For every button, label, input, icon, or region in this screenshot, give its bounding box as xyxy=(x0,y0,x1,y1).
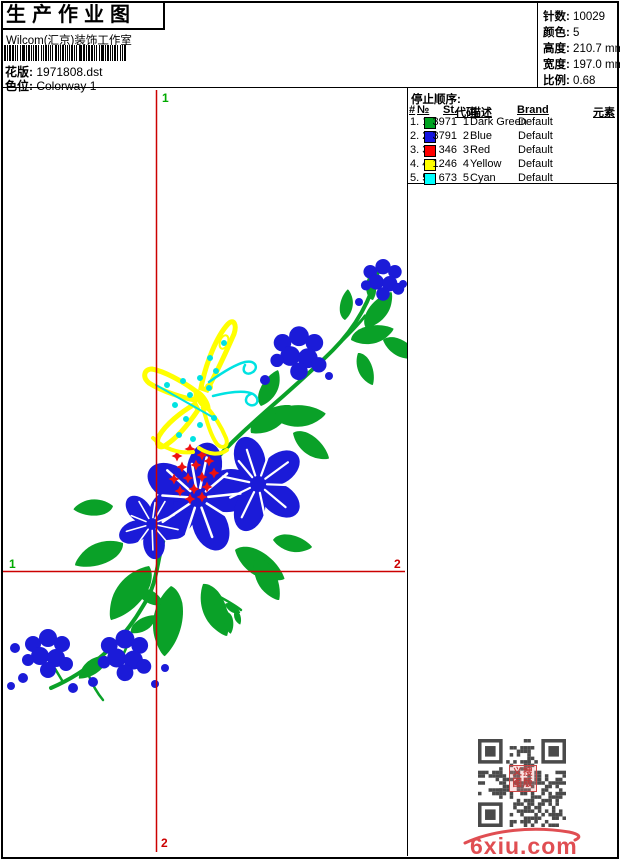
cell-sequence: 3. 3 xyxy=(410,144,429,156)
info-label: 宽度: xyxy=(543,59,570,71)
col-stitches: St. xyxy=(443,104,458,116)
pattern-file-value: 1971808.dst xyxy=(36,65,103,79)
cell-brand: Default xyxy=(518,116,553,128)
stop-sequence-rows: 1. 1 3971 1 Dark Green Default 2. 2 3791 2 Blue D… xyxy=(407,116,617,186)
thread-color-swatch xyxy=(424,117,436,129)
pattern-file-row: 花版: 1971808.dst xyxy=(5,63,102,80)
cell-code: 5 xyxy=(462,172,469,184)
colorway-value: Colorway 1 xyxy=(36,79,97,93)
info-value: 210.7 mm xyxy=(573,43,620,55)
cell-description: Red xyxy=(470,144,491,156)
blue-flower-group xyxy=(7,259,407,693)
table-bottom-border xyxy=(408,183,617,184)
col-element: 元素 xyxy=(593,107,615,119)
thread-color-swatch xyxy=(424,173,436,185)
cell-stitches: 673 xyxy=(438,172,457,184)
barcode xyxy=(4,45,130,61)
info-value: 5 xyxy=(573,27,580,39)
info-label: 针数: xyxy=(543,11,570,23)
cell-code: 4 xyxy=(462,158,469,170)
cell-description: Yellow xyxy=(470,158,502,170)
watermark-logo: 6xiu.com xyxy=(470,833,578,859)
cell-description: Dark Green xyxy=(470,116,527,128)
col-hash: # xyxy=(409,104,416,116)
cell-sequence: 4. 4 xyxy=(410,158,429,170)
cell-code: 1 xyxy=(462,116,469,128)
info-label: 比例: xyxy=(543,75,570,87)
col-number: № xyxy=(417,104,430,116)
table-row: 4. 4 1246 4 Yellow Default xyxy=(407,158,617,172)
design-info-panel: 针数: 10029 颜色: 5 高度: 210.7 mm 宽度: 197.0 mm 比例… xyxy=(543,8,620,88)
thread-color-swatch xyxy=(424,131,436,143)
cell-brand: Default xyxy=(518,172,553,184)
info-line: 针数: 10029 xyxy=(543,8,620,24)
info-label: 高度: xyxy=(543,43,570,55)
colorway-label: 色位: xyxy=(5,79,33,93)
cell-stitches: 346 xyxy=(438,144,457,156)
info-line: 高度: 210.7 mm xyxy=(543,40,620,56)
cell-code: 2 xyxy=(462,130,469,142)
cell-description: Blue xyxy=(470,130,493,142)
cell-stitches: 1246 xyxy=(432,158,457,170)
info-line: 颜色: 5 xyxy=(543,24,620,40)
cell-brand: Default xyxy=(518,144,553,156)
info-value: 197.0 mm xyxy=(573,59,620,71)
info-line: 宽度: 197.0 mm xyxy=(543,56,620,72)
embroidery-design: 1 1 2 2 xyxy=(3,90,407,852)
col-description: 描述 xyxy=(470,107,492,119)
info-label: 颜色: xyxy=(543,27,570,39)
cell-description: Cyan xyxy=(470,172,496,184)
crosshair-guides: 1 1 2 2 xyxy=(3,90,405,852)
table-row: 1. 1 3971 1 Dark Green Default xyxy=(407,116,617,130)
right-panel-divider xyxy=(407,88,408,856)
stop-sequence-header: # № St. 代码 描述 Brand 元素 xyxy=(407,104,617,119)
cell-code: 3 xyxy=(462,144,469,156)
cell-brand: Default xyxy=(518,158,553,170)
colorway-row: 色位: Colorway 1 xyxy=(5,77,96,94)
end-marker-bottom: 2 xyxy=(161,836,168,850)
table-row: 5. 5 673 5 Cyan Default xyxy=(407,172,617,186)
stop-sequence-title: 停止顺序: xyxy=(411,94,461,106)
pattern-file-label: 花版: xyxy=(5,65,33,79)
col-code: 代码 xyxy=(455,107,477,119)
page-title: 生产作业图 xyxy=(3,3,165,30)
info-value: 10029 xyxy=(573,11,606,23)
info-value: 0.68 xyxy=(573,75,596,87)
copyright-stamp: 义搜图版 xyxy=(509,765,537,792)
cell-sequence: 1. 1 xyxy=(410,116,429,128)
table-row: 2. 2 3791 2 Blue Default xyxy=(407,130,617,144)
col-brand: Brand xyxy=(517,104,549,116)
cyan-accents xyxy=(155,340,259,442)
info-panel-divider xyxy=(537,3,538,87)
thread-color-swatch xyxy=(424,145,436,157)
start-marker-top: 1 xyxy=(162,91,169,105)
start-marker-left: 1 xyxy=(9,557,16,571)
header-separator xyxy=(3,87,617,88)
cell-sequence: 2. 2 xyxy=(410,130,429,142)
end-marker-right: 2 xyxy=(394,557,401,571)
info-line: 比例: 0.68 xyxy=(543,72,620,88)
thread-color-swatch xyxy=(424,159,436,171)
watermark-swoosh xyxy=(463,827,581,845)
cell-stitches: 3971 xyxy=(432,116,457,128)
table-row: 3. 3 346 3 Red Default xyxy=(407,144,617,158)
cell-stitches: 3791 xyxy=(432,130,457,142)
cell-sequence: 5. 5 xyxy=(410,172,429,184)
cell-brand: Default xyxy=(518,130,553,142)
studio-name: Wilcom(汇京)装饰工作室 xyxy=(6,35,132,47)
